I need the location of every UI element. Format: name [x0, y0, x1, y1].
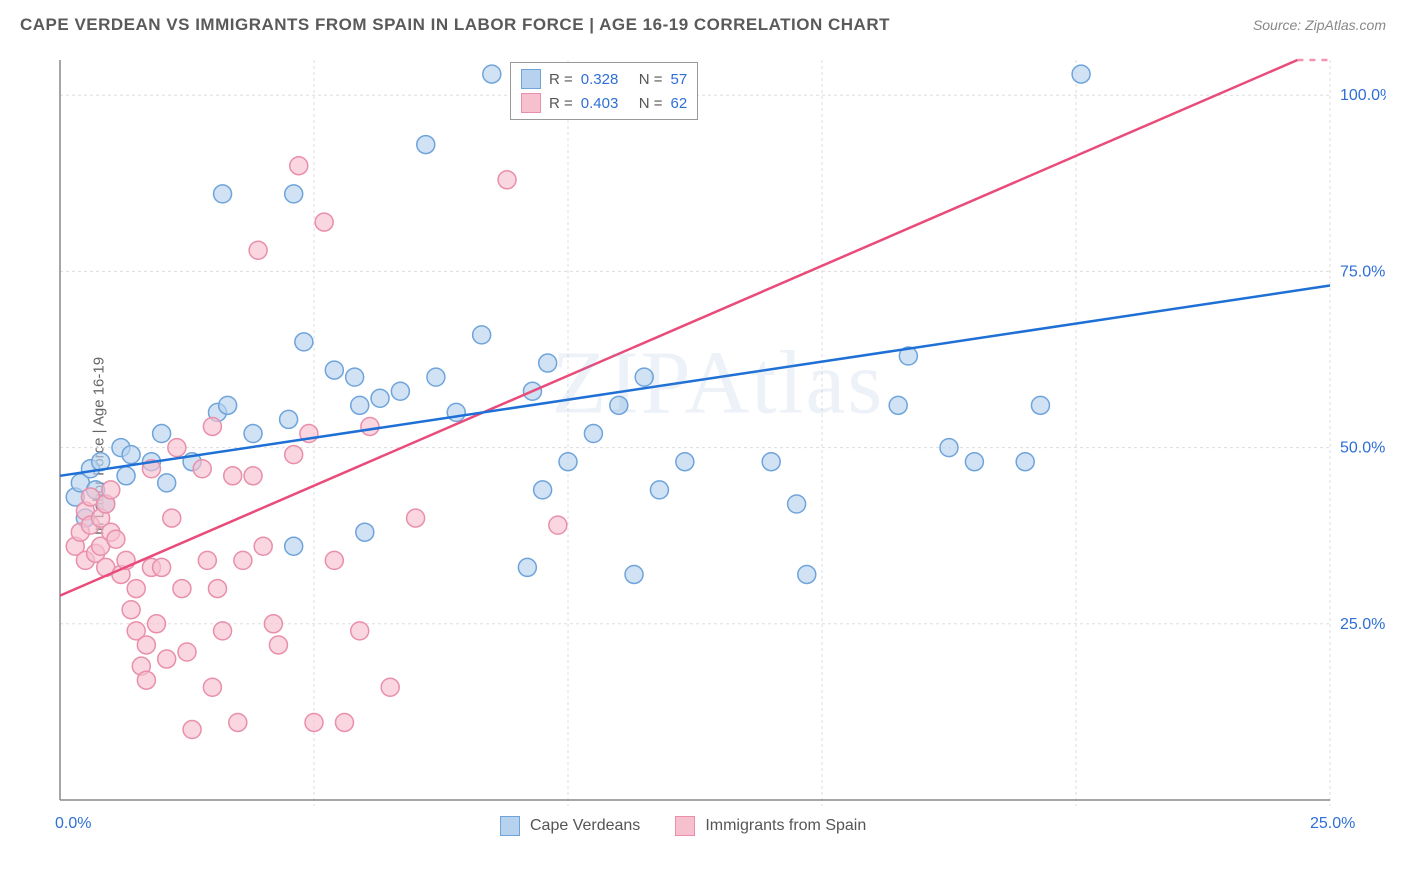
legend-r-label: R = — [549, 95, 573, 112]
legend-n-label: N = — [639, 71, 663, 88]
legend-n-value: 62 — [671, 95, 688, 112]
legend-n-label: N = — [639, 95, 663, 112]
svg-text:0.0%: 0.0% — [55, 815, 91, 832]
svg-text:50.0%: 50.0% — [1340, 440, 1385, 457]
series-legend: Cape Verdeans Immigrants from Spain — [500, 816, 891, 836]
legend-swatch — [521, 69, 541, 89]
legend-row: R = 0.328 N = 57 — [521, 67, 687, 91]
svg-text:75.0%: 75.0% — [1340, 263, 1385, 280]
chart-source: Source: ZipAtlas.com — [1253, 17, 1386, 33]
legend-swatch — [500, 816, 520, 836]
svg-text:100.0%: 100.0% — [1340, 87, 1386, 104]
legend-r-label: R = — [549, 71, 573, 88]
scatter-svg: 25.0% 50.0% 75.0% 100.0% 0.0% 25.0% — [50, 50, 1386, 842]
legend-row: R = 0.403 N = 62 — [521, 91, 687, 115]
svg-text:25.0%: 25.0% — [1310, 815, 1355, 832]
svg-text:25.0%: 25.0% — [1340, 616, 1385, 633]
legend-series-label: Cape Verdeans — [530, 817, 640, 835]
chart-plot-area: 25.0%50.0%75.0%100.0%0.0%25.0% ZIPAtlas … — [50, 50, 1386, 842]
chart-header: CAPE VERDEAN VS IMMIGRANTS FROM SPAIN IN… — [0, 0, 1406, 50]
chart-title: CAPE VERDEAN VS IMMIGRANTS FROM SPAIN IN… — [20, 15, 890, 35]
correlation-legend: R = 0.328 N = 57 R = 0.403 N = 62 — [510, 62, 698, 120]
legend-r-value: 0.328 — [581, 71, 631, 88]
legend-series-label: Immigrants from Spain — [705, 817, 866, 835]
legend-swatch — [521, 93, 541, 113]
legend-r-value: 0.403 — [581, 95, 631, 112]
legend-swatch — [675, 816, 695, 836]
legend-n-value: 57 — [671, 71, 688, 88]
